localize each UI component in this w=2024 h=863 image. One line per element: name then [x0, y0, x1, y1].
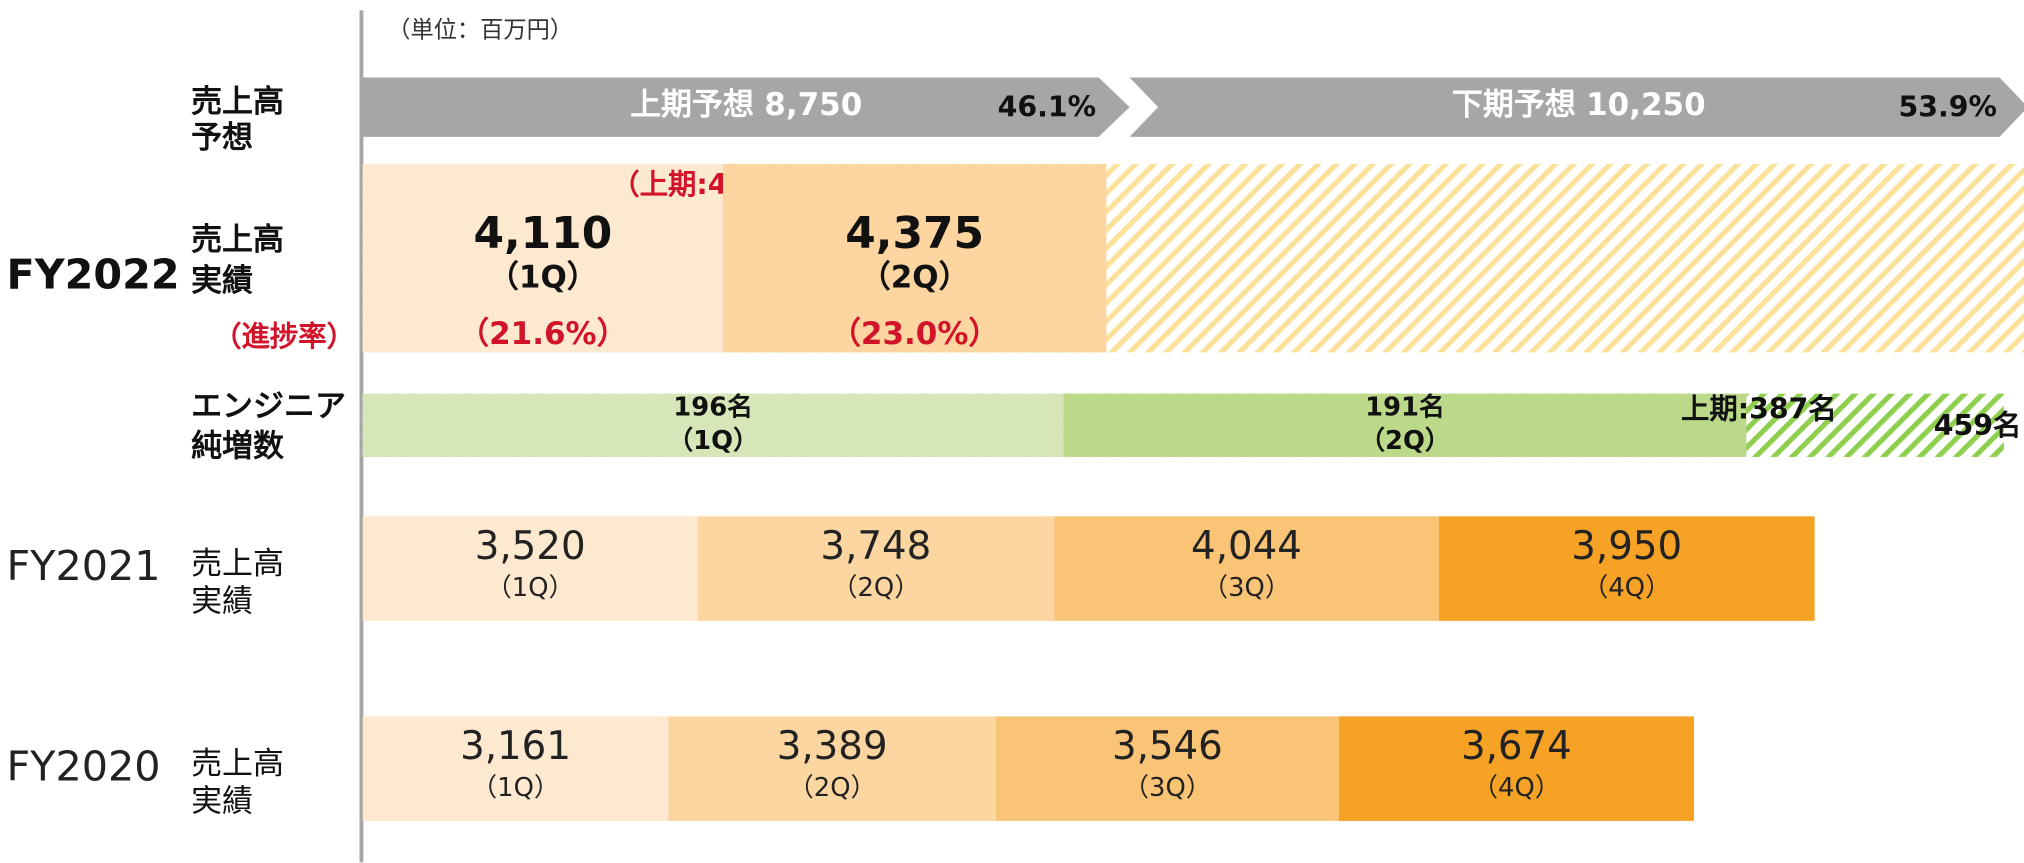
- sales-bar: [362, 716, 669, 821]
- value-label: 191名: [1365, 391, 1445, 422]
- engineer-bar: [1063, 393, 1747, 457]
- sales-bar: [1438, 516, 1815, 621]
- sales-bar: [362, 163, 723, 353]
- value-label: 3,546: [1112, 724, 1223, 769]
- target-label: 459名: [1934, 409, 2022, 442]
- value-label: 4,110: [473, 208, 612, 259]
- engineer-bar: [362, 393, 1064, 457]
- row-label: エンジニア: [191, 388, 346, 424]
- quarter-label: （4Q）: [1472, 773, 1560, 803]
- value-label: 4,375: [845, 208, 984, 259]
- row-label: 予想: [191, 120, 253, 156]
- row-label: 実績: [191, 263, 253, 299]
- forecast-label: 上期予想 8,750: [630, 86, 862, 122]
- row-label: 実績: [191, 783, 253, 819]
- quarter-label: （3Q）: [1123, 773, 1211, 803]
- quarter-label: （1Q）: [486, 573, 574, 603]
- quarter-label: （4Q）: [1583, 573, 1671, 603]
- quarter-label: （1Q）: [488, 259, 598, 295]
- forecast-bar: [362, 77, 1130, 137]
- sales-bar: [362, 516, 698, 621]
- quarter-label: （3Q）: [1202, 573, 1290, 603]
- sales-bar: [697, 516, 1055, 621]
- value-label: 3,674: [1461, 724, 1572, 769]
- quarter-label: （2Q）: [832, 573, 920, 603]
- value-label: 3,389: [777, 724, 888, 769]
- sales-bar: [1338, 716, 1695, 821]
- sales-bar: [995, 716, 1339, 821]
- value-label: 4,044: [1191, 524, 1302, 569]
- forecast-bar: [1129, 77, 2024, 137]
- forecast-share: 53.9%: [1899, 90, 1997, 123]
- row-label: 売上高: [191, 546, 284, 582]
- year-label: FY2022: [7, 251, 180, 299]
- value-label: 3,950: [1571, 524, 1682, 569]
- unit-note: （単位：百万円）: [387, 16, 573, 43]
- forecast-share: 46.1%: [998, 90, 1096, 123]
- forecast-value_label: 8,750: [764, 86, 862, 122]
- quarter-label: （2Q）: [860, 259, 970, 295]
- value-label: 3,161: [460, 724, 571, 769]
- row-label: 純増数: [191, 428, 284, 464]
- quarter-label: （1Q）: [667, 426, 758, 456]
- sales-bar: [1054, 516, 1439, 621]
- quarter-label: （2Q）: [1359, 426, 1450, 456]
- progress-label: （23.0%）: [830, 316, 999, 352]
- quarter-label: （1Q）: [471, 773, 559, 803]
- year-label: FY2021: [7, 542, 161, 590]
- forecast-name: 上期予想: [630, 86, 754, 122]
- row-label: 売上高: [191, 84, 284, 120]
- row-label: 実績: [191, 583, 253, 619]
- row-label: 売上高: [191, 746, 284, 782]
- progress-heading: （進捗率）: [213, 320, 355, 353]
- sales-bar: [668, 716, 996, 821]
- value-label: 196名: [673, 391, 753, 422]
- forecast-value_label: 10,250: [1586, 86, 1706, 122]
- progress-label: （21.6%）: [458, 316, 627, 352]
- value-label: 3,748: [820, 524, 931, 569]
- forecast-label: 下期予想 10,250: [1452, 86, 1706, 122]
- forecast-name: 下期予想: [1452, 86, 1576, 122]
- quarter-label: （2Q）: [788, 773, 876, 803]
- value-label: 3,520: [475, 524, 586, 569]
- sales-bar: [722, 163, 1107, 353]
- year-label: FY2020: [7, 742, 161, 790]
- h1-total: 上期:387名: [1681, 392, 1837, 425]
- row-label: 売上高: [191, 222, 284, 258]
